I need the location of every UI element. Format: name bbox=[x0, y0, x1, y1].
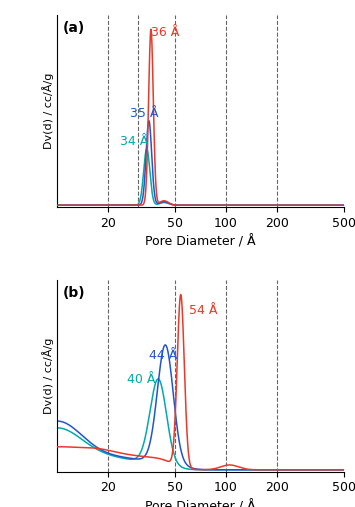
Text: 44 Å: 44 Å bbox=[149, 349, 177, 362]
X-axis label: Pore Diameter / Å: Pore Diameter / Å bbox=[145, 500, 256, 507]
Text: 36 Å: 36 Å bbox=[151, 26, 179, 40]
Y-axis label: Dv(d) / cc/Å/g: Dv(d) / cc/Å/g bbox=[42, 73, 54, 149]
Text: 40 Å: 40 Å bbox=[127, 374, 155, 386]
Text: (b): (b) bbox=[62, 285, 85, 300]
X-axis label: Pore Diameter / Å: Pore Diameter / Å bbox=[145, 235, 256, 248]
Text: 34 Å: 34 Å bbox=[120, 135, 148, 149]
Text: 35 Å: 35 Å bbox=[130, 107, 158, 120]
Y-axis label: Dv(d) / cc/Å/g: Dv(d) / cc/Å/g bbox=[42, 338, 54, 414]
Text: 54 Å: 54 Å bbox=[189, 304, 217, 317]
Text: (a): (a) bbox=[62, 21, 85, 35]
